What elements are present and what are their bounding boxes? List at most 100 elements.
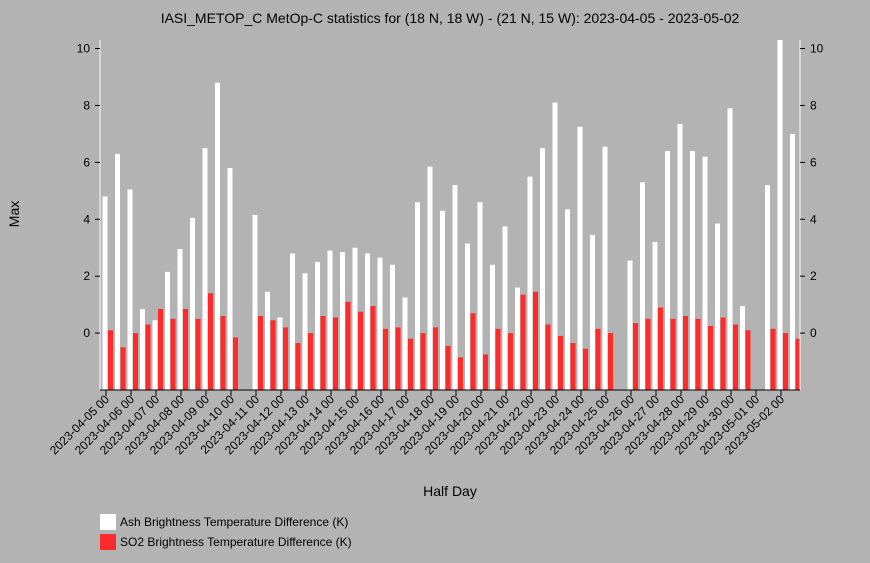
chart-title: IASI_METOP_C MetOp-C statistics for (18 … xyxy=(161,10,740,26)
ash-bar xyxy=(540,148,545,390)
so2-bar xyxy=(795,338,801,390)
so2-bar xyxy=(683,316,688,390)
ash-bar xyxy=(702,156,708,390)
y-tick-label-left: 6 xyxy=(83,155,90,169)
so2-bar xyxy=(208,293,213,390)
so2-bar xyxy=(283,327,288,390)
so2-bar xyxy=(220,316,226,390)
ash-bar xyxy=(665,150,670,390)
so2-bar xyxy=(483,354,488,390)
ash-bar xyxy=(140,308,145,390)
ash-bar xyxy=(502,226,508,390)
so2-bar xyxy=(270,320,276,390)
ash-bar xyxy=(490,264,495,390)
ash-bar xyxy=(390,264,395,390)
y-tick-label-right: 6 xyxy=(810,155,817,169)
ash-bar xyxy=(215,82,220,391)
ash-bar xyxy=(452,185,458,390)
y-tick-label-left: 8 xyxy=(83,98,90,112)
ash-bar xyxy=(315,261,320,390)
so2-bar xyxy=(745,330,751,390)
so2-bar xyxy=(133,333,138,390)
so2-bar xyxy=(233,337,238,390)
so2-bar xyxy=(333,317,338,390)
so2-bar xyxy=(258,316,263,390)
so2-bar xyxy=(195,318,201,390)
so2-bar xyxy=(183,308,188,390)
ash-bar xyxy=(165,271,170,390)
ash-bar xyxy=(602,146,608,390)
so2-bar xyxy=(783,333,788,390)
ash-bar xyxy=(115,153,120,390)
ash-bar xyxy=(127,189,133,390)
so2-bar xyxy=(408,338,413,390)
so2-bar xyxy=(295,343,301,390)
ash-bar xyxy=(727,108,733,390)
ash-bar xyxy=(465,243,470,390)
so2-bar xyxy=(370,306,376,390)
so2-bar xyxy=(770,328,776,390)
ash-bar xyxy=(690,150,695,390)
so2-bar xyxy=(495,328,501,390)
ash-bar xyxy=(252,215,258,390)
ash-bar xyxy=(290,253,295,390)
so2-bar xyxy=(420,333,426,390)
y-tick-label-right: 4 xyxy=(810,212,817,226)
so2-bar xyxy=(658,307,663,390)
y-tick-label-left: 2 xyxy=(83,269,90,283)
y-axis-label: Max xyxy=(6,201,22,227)
so2-bar xyxy=(545,324,551,390)
ash-bar xyxy=(415,202,420,390)
ash-bar xyxy=(365,253,370,390)
ash-bar xyxy=(477,202,483,390)
x-axis-label: Half Day xyxy=(423,483,477,499)
ash-bar xyxy=(527,176,533,390)
legend-item-ash: Ash Brightness Temperature Difference (K… xyxy=(100,512,352,532)
ash-bar xyxy=(265,291,270,390)
ash-bar xyxy=(777,40,783,390)
ash-bar xyxy=(190,217,195,390)
legend-label-ash: Ash Brightness Temperature Difference (K… xyxy=(120,515,349,529)
so2-bar xyxy=(708,325,713,390)
y-tick-label-right: 2 xyxy=(810,269,817,283)
so2-bar xyxy=(595,328,601,390)
ash-bar xyxy=(715,223,720,390)
so2-bar xyxy=(633,323,638,390)
ash-bar xyxy=(440,210,445,390)
y-tick-label-right: 10 xyxy=(810,42,824,56)
ash-bar xyxy=(327,250,333,390)
so2-bar xyxy=(470,313,476,390)
legend-item-so2: SO2 Brightness Temperature Difference (K… xyxy=(100,532,352,552)
so2-bar xyxy=(645,318,651,390)
legend-swatch-ash xyxy=(100,514,116,530)
ash-bar xyxy=(427,166,433,390)
so2-bar xyxy=(170,318,176,390)
so2-bar xyxy=(533,291,538,390)
ash-bar xyxy=(765,185,770,390)
so2-bar xyxy=(508,333,513,390)
so2-bar xyxy=(695,318,701,390)
so2-bar xyxy=(120,347,126,390)
so2-bar xyxy=(433,327,438,390)
so2-bar xyxy=(320,316,326,390)
legend: Ash Brightness Temperature Difference (K… xyxy=(100,512,352,552)
ash-bar xyxy=(202,148,208,390)
ash-bar xyxy=(352,247,358,390)
y-tick-label-right: 0 xyxy=(810,326,817,340)
ash-bar xyxy=(590,234,595,390)
so2-bar xyxy=(570,343,576,390)
ash-bar xyxy=(515,287,520,390)
ash-bar xyxy=(102,196,108,390)
ash-bar xyxy=(652,242,658,390)
so2-bar xyxy=(108,330,113,390)
legend-swatch-so2 xyxy=(100,534,116,550)
so2-bar xyxy=(445,345,451,390)
so2-bar xyxy=(720,317,726,390)
so2-bar xyxy=(383,328,388,390)
ash-bar xyxy=(565,209,570,390)
so2-bar xyxy=(358,311,363,390)
so2-bar xyxy=(520,294,526,390)
so2-bar xyxy=(670,318,676,390)
